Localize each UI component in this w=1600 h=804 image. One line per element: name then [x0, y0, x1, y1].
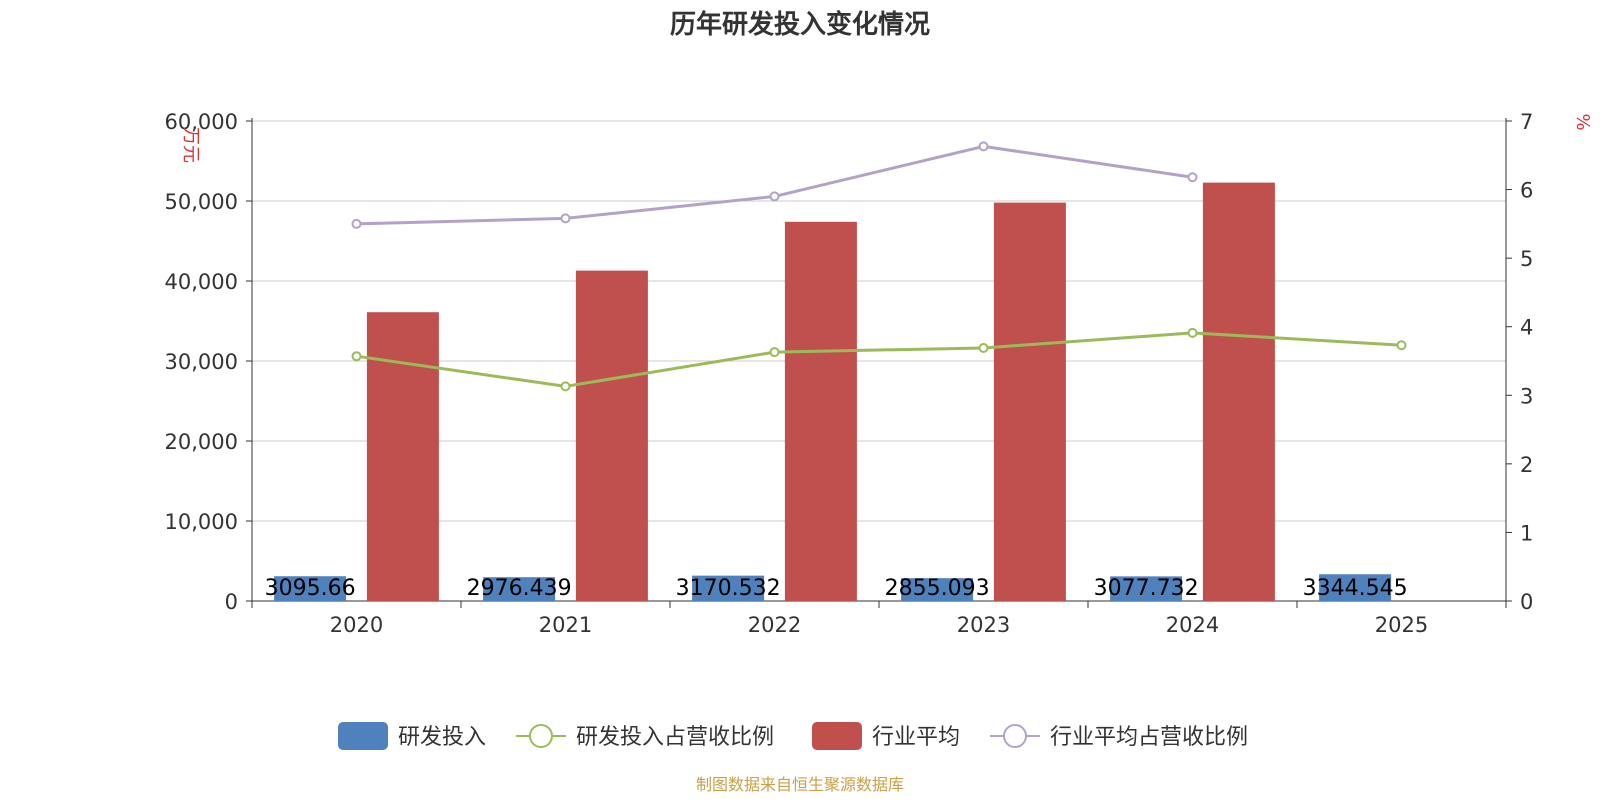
- y-right-axis-title: %: [1572, 113, 1593, 130]
- y-left-tick-label: 20,000: [165, 430, 238, 454]
- y-left-tick-label: 50,000: [165, 190, 238, 214]
- line-rd-ratio: [356, 331, 1402, 388]
- bar-rd-investment: [1319, 574, 1392, 601]
- y-right-tick-label: 0: [1520, 590, 1533, 614]
- label-layer: 3095.66 2976.439 3170.532 2855.093 3077.732 3…: [265, 576, 1408, 601]
- x-tick-label: 2021: [539, 613, 592, 637]
- bar-layer: [274, 182, 1392, 602]
- line-point: [560, 381, 571, 392]
- line-point: [1187, 327, 1198, 338]
- grid-layer: [252, 120, 1506, 522]
- y-right-tick-label: 1: [1520, 521, 1533, 545]
- y-right-tick-label: 7: [1520, 110, 1533, 134]
- y-right-tick-label: 6: [1520, 179, 1533, 203]
- line-point: [769, 191, 780, 202]
- x-tick-label: 2024: [1166, 613, 1219, 637]
- line-layer: [351, 141, 1407, 392]
- legend-bar-swatch: [812, 722, 862, 750]
- y-left-tick-label: 30,000: [165, 350, 238, 374]
- legend-label: 行业平均: [872, 725, 960, 750]
- x-tick-label: 2022: [748, 613, 801, 637]
- y-left-tick-label: 40,000: [165, 270, 238, 294]
- legend-marker: [529, 724, 553, 748]
- bar-industry-average: [366, 312, 439, 601]
- line-point: [351, 218, 362, 229]
- bar-industry-average: [1202, 182, 1275, 601]
- legend-item-rd-ratio[interactable]: 研发投入占营收比例: [516, 724, 774, 750]
- bar-rd-investment: [692, 575, 765, 601]
- bar-industry-average: [575, 270, 648, 601]
- x-tick-label: 2023: [957, 613, 1010, 637]
- legend-item-rd-investment[interactable]: 研发投入: [338, 722, 486, 750]
- line-point: [351, 351, 362, 362]
- line-point: [1187, 172, 1198, 183]
- bar-data-label: 3077.732: [1094, 576, 1199, 601]
- legend-label: 研发投入占营收比例: [576, 725, 774, 750]
- x-tick-label: 2025: [1375, 613, 1428, 637]
- legend: 研发投入 研发投入占营收比例 行业平均 行业平均占营收比例: [338, 722, 1248, 750]
- legend-marker: [1003, 724, 1027, 748]
- y-left-tick-label: 10,000: [165, 510, 238, 534]
- chart-title: 历年研发投入变化情况: [670, 9, 930, 40]
- bar-rd-investment: [1110, 576, 1183, 601]
- bar-data-label: 3170.532: [676, 576, 781, 601]
- bar-industry-average: [993, 202, 1066, 601]
- line-point: [978, 141, 989, 152]
- bar-rd-investment: [901, 578, 974, 601]
- bar-data-label: 3344.545: [1303, 576, 1408, 601]
- legend-label: 研发投入: [398, 725, 486, 750]
- bar-data-label: 2976.439: [467, 576, 572, 601]
- bar-rd-investment: [274, 576, 347, 601]
- legend-bar-swatch: [338, 722, 388, 750]
- y-right-tick-label: 4: [1520, 316, 1533, 340]
- legend-item-industry-average[interactable]: 行业平均: [812, 722, 960, 750]
- y-left-axis-title: 万元: [180, 127, 201, 163]
- y-right-tick-label: 5: [1520, 247, 1533, 271]
- y-right-tick-label: 3: [1520, 384, 1533, 408]
- bar-industry-average: [784, 221, 857, 602]
- y-left-tick-label: 60,000: [165, 110, 238, 134]
- y-right-tick-label: 2: [1520, 453, 1533, 477]
- x-tick-label: 2020: [330, 613, 383, 637]
- line-point: [978, 342, 989, 353]
- y-left-tick-label: 0: [225, 590, 238, 614]
- legend-item-industry-ratio[interactable]: 行业平均占营收比例: [990, 724, 1248, 750]
- bar-data-label: 3095.66: [265, 576, 356, 601]
- legend-label: 行业平均占营收比例: [1050, 725, 1248, 750]
- bar-data-label: 2855.093: [885, 576, 990, 601]
- axis-layer: 0 10,000 20,000 30,000 40,000 50,000 60,000 0 1 2…: [165, 110, 1593, 637]
- bar-rd-investment: [483, 577, 556, 601]
- line-industry-ratio: [356, 144, 1193, 226]
- source-note: 制图数据来自恒生聚源数据库: [696, 775, 904, 794]
- line-point: [1396, 340, 1407, 351]
- line-point: [560, 213, 571, 224]
- line-point: [769, 347, 780, 358]
